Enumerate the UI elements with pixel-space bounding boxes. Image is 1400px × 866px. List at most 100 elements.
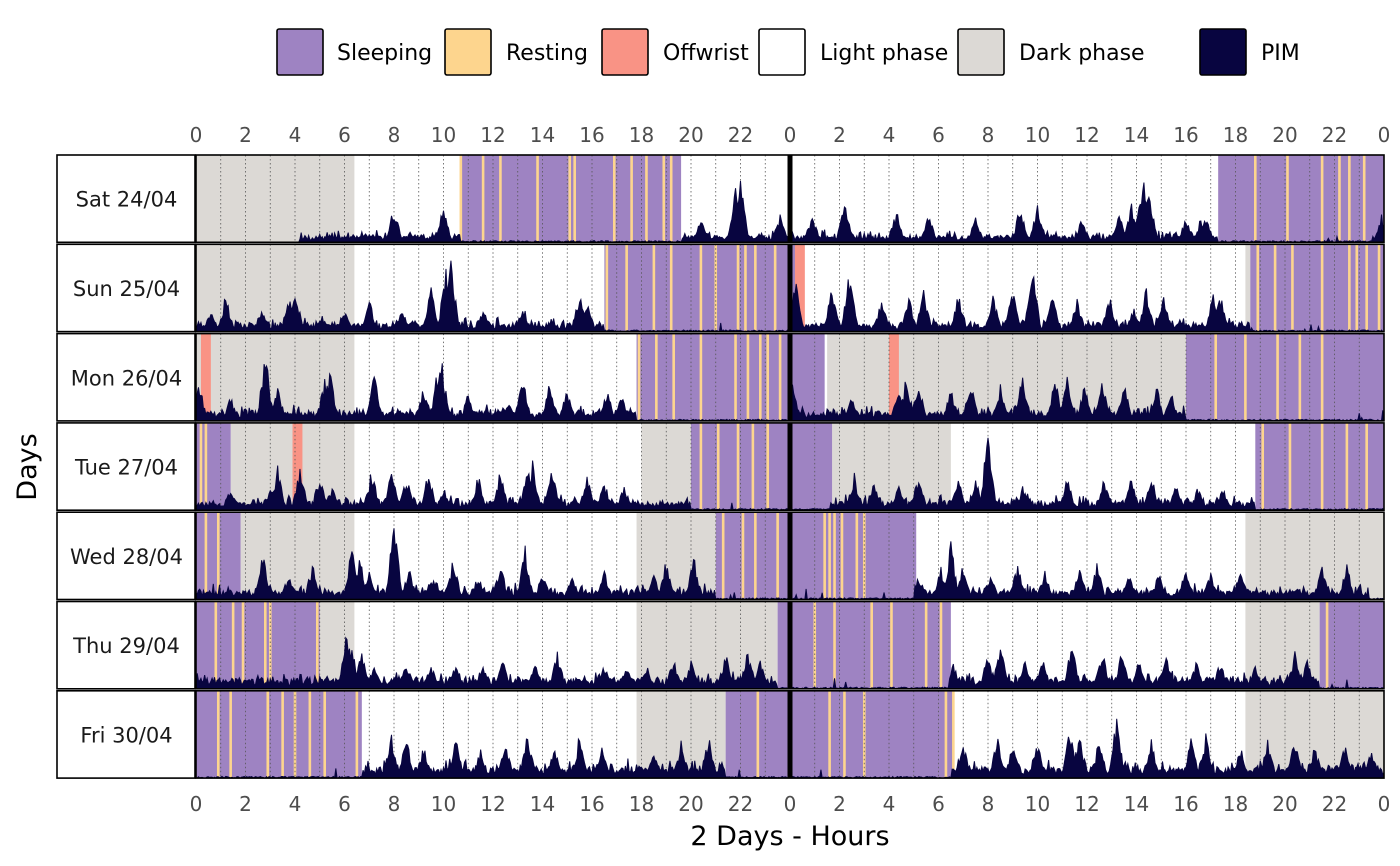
- offwrist-band: [292, 422, 303, 511]
- top-x-tick-label: 8: [388, 123, 401, 147]
- top-x-tick-label: 8: [982, 123, 995, 147]
- day-row: Fri 30/04: [56, 689, 1385, 779]
- sleeping-band: [1250, 244, 1384, 332]
- resting-band: [1320, 422, 1324, 511]
- bottom-x-tick-label: 8: [388, 792, 401, 816]
- resting-band: [1320, 244, 1324, 332]
- day-label-box: [56, 332, 196, 422]
- bottom-x-tick-label: 0: [784, 792, 797, 816]
- top-x-tick-label: 18: [1223, 123, 1248, 147]
- resting-band: [840, 512, 844, 600]
- day-label-box: [56, 243, 196, 333]
- resting-band: [241, 601, 245, 689]
- resting-band: [281, 690, 284, 779]
- top-x-tick-label: 16: [579, 123, 604, 147]
- bottom-x-tick-label: 20: [1272, 792, 1297, 816]
- resting-band: [199, 422, 203, 511]
- legend-label-pim: PIM: [1261, 41, 1300, 66]
- resting-band: [828, 512, 831, 600]
- resting-band: [1365, 422, 1368, 511]
- bottom-x-tick-label: 4: [883, 792, 896, 816]
- day-label: Wed 28/04: [70, 545, 183, 569]
- resting-band: [1348, 155, 1351, 243]
- top-x-tick-label: 10: [431, 123, 456, 147]
- resting-band: [751, 422, 755, 511]
- dark-phase-band: [196, 244, 355, 332]
- resting-band: [924, 601, 928, 689]
- top-x-tick-label: 18: [629, 123, 654, 147]
- resting-band: [1338, 155, 1341, 243]
- row-plot-border: [195, 600, 1385, 690]
- resting-band: [734, 333, 737, 421]
- resting-band: [862, 690, 866, 779]
- bottom-x-tick-label: 12: [480, 792, 505, 816]
- row-plot-border: [195, 243, 1385, 333]
- resting-band: [1291, 244, 1294, 332]
- resting-band: [568, 155, 572, 243]
- resting-band: [573, 155, 576, 243]
- resting-band: [741, 512, 745, 600]
- day-row: Wed 28/04: [56, 511, 1385, 601]
- row-plot-border: [195, 332, 1385, 422]
- sleeping-band: [777, 601, 790, 689]
- resting-band: [714, 244, 718, 332]
- bottom-x-tick-label: 4: [289, 792, 302, 816]
- day-row: Sat 24/04: [56, 154, 1385, 244]
- top-x-axis: 0 2 4 6 8 10 12 14 16 18 20 22 0 2 4 6 8 10 12 14 16 18 20 22 0: [190, 123, 1391, 147]
- bottom-x-tick-label: 10: [431, 792, 456, 816]
- bottom-x-tick-label: 16: [1173, 792, 1198, 816]
- legend-swatch-light: [758, 28, 806, 76]
- row-plot-border: [195, 422, 1385, 511]
- resting-band: [766, 422, 770, 511]
- top-x-tick-label: 10: [1025, 123, 1050, 147]
- sleeping-band: [636, 333, 790, 421]
- resting-band: [890, 601, 893, 689]
- resting-band: [1355, 244, 1359, 332]
- legend-swatch-sleeping: [276, 28, 324, 76]
- top-x-tick-label: 20: [678, 123, 703, 147]
- sleeping-band: [1255, 422, 1384, 511]
- bottom-x-tick-label: 6: [932, 792, 945, 816]
- resting-band: [944, 690, 948, 779]
- resting-band: [1377, 244, 1381, 332]
- resting-band: [1362, 155, 1366, 243]
- resting-band: [746, 333, 750, 421]
- resting-band: [823, 512, 826, 600]
- dark-phase-band: [636, 601, 778, 689]
- resting-band: [721, 512, 725, 600]
- bottom-x-tick-label: 2: [239, 792, 252, 816]
- resting-band: [756, 690, 760, 779]
- bottom-x-tick-label: 0: [190, 792, 203, 816]
- resting-band: [778, 333, 782, 421]
- day-label: Fri 30/04: [80, 723, 172, 747]
- resting-band: [229, 690, 232, 779]
- resting-band: [759, 333, 762, 421]
- resting-band: [813, 601, 817, 689]
- resting-band: [744, 244, 747, 332]
- sleeping-band: [196, 690, 362, 779]
- day-row: Thu 29/04: [56, 600, 1385, 690]
- resting-band: [1273, 244, 1277, 332]
- resting-band: [1320, 155, 1324, 243]
- resting-band: [459, 155, 463, 243]
- bottom-x-tick-label: 14: [530, 792, 555, 816]
- bottom-x-tick-label: 16: [579, 792, 604, 816]
- top-x-tick-label: 4: [883, 123, 896, 147]
- resting-band: [699, 333, 703, 421]
- resting-band: [1244, 333, 1247, 421]
- resting-band: [736, 422, 740, 511]
- top-x-tick-label: 0: [784, 123, 797, 147]
- resting-band: [630, 155, 633, 243]
- resting-band: [939, 601, 943, 689]
- resting-band: [736, 244, 740, 332]
- y-axis-title: Days: [12, 433, 43, 500]
- sleeping-band: [790, 512, 917, 600]
- legend-label-resting: Resting: [506, 41, 588, 66]
- resting-band: [308, 690, 312, 779]
- legend-item-light: Light phase: [758, 28, 948, 76]
- resting-band: [355, 690, 359, 779]
- day-label-box: [56, 511, 196, 601]
- dark-phase-band: [636, 512, 716, 600]
- resting-band: [266, 690, 270, 779]
